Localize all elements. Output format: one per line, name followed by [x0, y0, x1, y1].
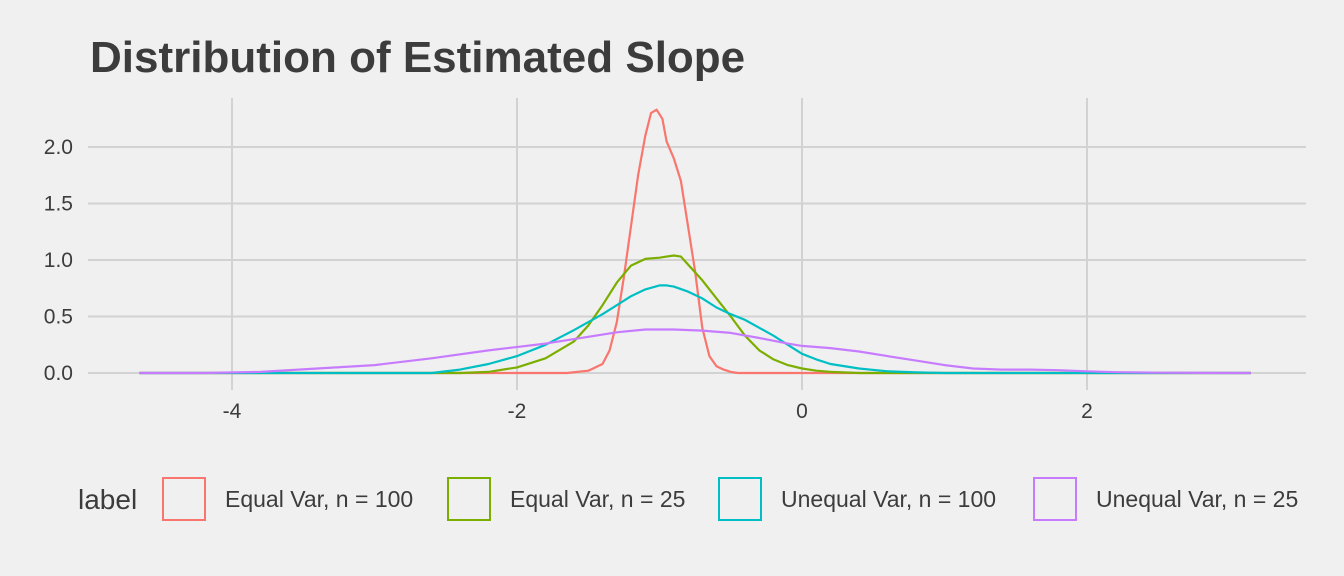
series-line [139, 284, 1251, 375]
legend-label: Equal Var, n = 100 [225, 486, 413, 512]
series-line [139, 108, 1251, 375]
legend-key [447, 477, 491, 521]
legend-label: Equal Var, n = 25 [510, 486, 685, 512]
series-line [139, 254, 1251, 375]
legend-key [1033, 477, 1077, 521]
grid-lines [88, 98, 1306, 390]
x-tick-label: -2 [508, 400, 527, 423]
legend-key [718, 477, 762, 521]
series-line [139, 328, 1251, 375]
x-tick-label: 0 [796, 400, 808, 423]
axis-tick-labels: 0.0 0.5 1.0 1.5 2.0 -4 -2 0 2 [44, 136, 1093, 423]
y-tick-label: 1.0 [44, 249, 73, 272]
legend-title: label [78, 484, 137, 515]
legend-label: Unequal Var, n = 100 [781, 486, 996, 512]
y-tick-label: 0.0 [44, 362, 73, 385]
series-curves [139, 108, 1251, 375]
y-tick-label: 0.5 [44, 306, 73, 329]
y-tick-label: 1.5 [44, 193, 73, 216]
chart-title: Distribution of Estimated Slope [90, 33, 745, 82]
x-tick-label: 2 [1081, 400, 1093, 423]
legend-label: Unequal Var, n = 25 [1096, 486, 1298, 512]
x-tick-label: -4 [223, 400, 242, 423]
legend-key [162, 477, 206, 521]
y-tick-label: 2.0 [44, 136, 73, 159]
legend: label Equal Var, n = 100 Equal Var, n = 2… [78, 477, 1298, 521]
